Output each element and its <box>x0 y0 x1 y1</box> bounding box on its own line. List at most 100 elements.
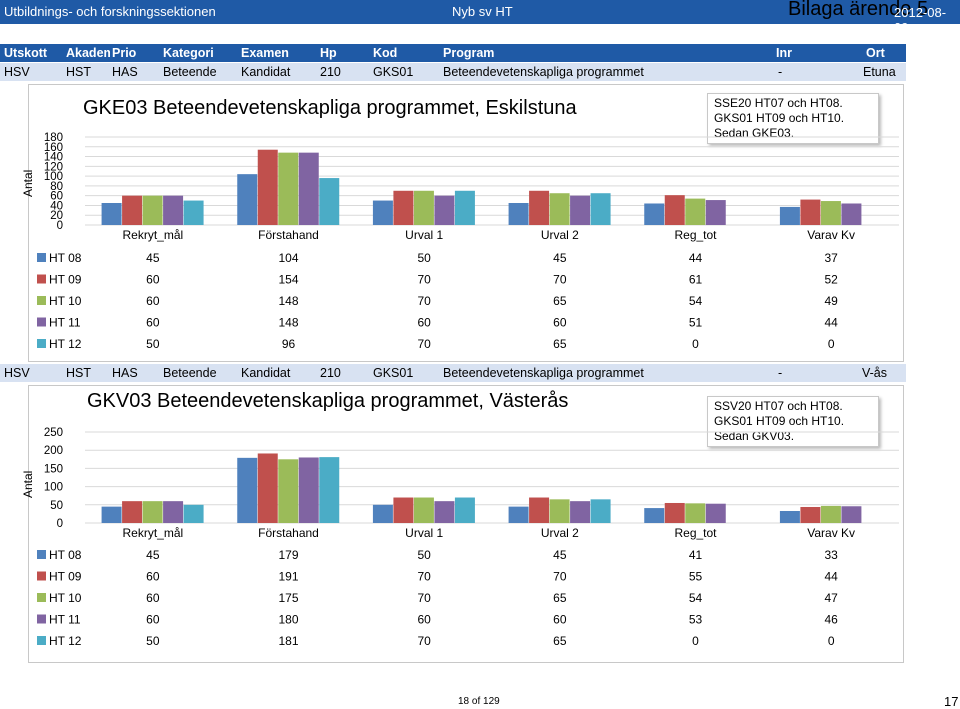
legend-label: HT 10 <box>49 294 82 308</box>
bar <box>101 506 122 523</box>
data-label: 70 <box>553 273 567 287</box>
bar <box>319 178 340 225</box>
data-label: 60 <box>146 613 160 627</box>
data-label: 0 <box>692 337 699 351</box>
data-label: 181 <box>278 634 298 648</box>
bar <box>278 459 299 523</box>
cell: HAS <box>112 366 138 380</box>
bar <box>529 497 550 523</box>
legend-label: HT 09 <box>49 273 82 287</box>
y-tick-label: 0 <box>57 220 63 232</box>
data-label: 50 <box>417 251 431 265</box>
legend-label: HT 11 <box>49 613 81 627</box>
bar <box>319 457 340 523</box>
page-number: 17 <box>944 694 959 709</box>
data-label: 70 <box>417 591 431 605</box>
bar <box>298 457 319 523</box>
data-label: 51 <box>689 316 703 330</box>
data-label: 61 <box>689 273 703 287</box>
data-label: 148 <box>278 294 298 308</box>
y-tick-label: 250 <box>44 427 63 439</box>
data-label: 60 <box>146 316 160 330</box>
cell: - <box>778 65 783 79</box>
x-tick-label: Reg_tot <box>674 526 717 540</box>
bar <box>705 503 726 523</box>
y-tick-label: 120 <box>44 161 63 173</box>
cell: V-ås <box>862 366 888 380</box>
col-examen: Examen <box>241 46 289 60</box>
bar <box>183 504 204 523</box>
bar <box>529 190 550 225</box>
cell: HST <box>66 65 91 79</box>
table-row: HSV HST HAS Beteende Kandidat 210 GKS01 … <box>0 364 906 382</box>
bar <box>454 190 475 225</box>
data-label: 46 <box>824 613 838 627</box>
data-label: 45 <box>553 251 567 265</box>
chart-note: SSV20 HT07 och HT08. GKS01 HT09 och HT10… <box>707 396 879 447</box>
col-hp: Hp <box>320 46 337 60</box>
bar <box>705 200 726 225</box>
cell: Kandidat <box>241 366 291 380</box>
bar <box>372 200 393 225</box>
data-label: 37 <box>824 251 838 265</box>
col-utskott: Utskott <box>4 46 48 60</box>
x-tick-label: Rekryt_mål <box>122 526 183 540</box>
data-label: 0 <box>692 634 699 648</box>
data-label: 45 <box>553 548 567 562</box>
y-tick-label: 100 <box>44 482 63 494</box>
bar <box>779 510 800 523</box>
legend-swatch <box>37 571 46 581</box>
data-label: 65 <box>553 337 567 351</box>
data-label: 60 <box>146 570 160 584</box>
data-label: 70 <box>417 273 431 287</box>
bar <box>142 501 163 523</box>
data-label: 65 <box>553 294 567 308</box>
data-label: 55 <box>689 570 703 584</box>
y-tick-label: 160 <box>44 142 63 154</box>
legend-label: HT 11 <box>49 316 81 330</box>
y-tick-label: 20 <box>50 210 63 222</box>
col-akademi: Akademi <box>66 46 110 60</box>
bar <box>570 501 591 523</box>
bar <box>820 505 841 523</box>
col-program: Program <box>443 46 495 60</box>
col-inr: Inr <box>776 46 792 60</box>
data-label: 70 <box>417 634 431 648</box>
data-label: 60 <box>417 316 431 330</box>
chart-title: GKE03 Beteendevetenskapliga programmet, … <box>83 97 577 119</box>
cell: Beteendevetenskapliga programmet <box>443 366 644 380</box>
bar <box>800 506 821 523</box>
y-tick-label: 60 <box>50 191 63 203</box>
bar <box>644 203 665 225</box>
data-label: 47 <box>824 591 838 605</box>
y-tick-label: 80 <box>50 181 63 193</box>
x-tick-label: Förstahand <box>258 526 319 540</box>
y-tick-label: 180 <box>44 132 63 144</box>
legend-swatch <box>37 317 46 327</box>
data-label: 0 <box>828 634 835 648</box>
bar <box>685 503 706 523</box>
data-label: 154 <box>278 273 298 287</box>
data-label: 70 <box>553 570 567 584</box>
legend-label: HT 12 <box>49 337 82 351</box>
x-tick-label: Urval 2 <box>541 526 579 540</box>
bar <box>549 193 570 225</box>
bar <box>122 501 143 523</box>
data-label: 104 <box>278 251 298 265</box>
cell: 210 <box>320 65 341 79</box>
legend-label: HT 08 <box>49 548 82 562</box>
cell: HSV <box>4 65 30 79</box>
bar <box>664 502 685 523</box>
bar <box>434 501 455 523</box>
bar <box>163 501 184 523</box>
cell: GKS01 <box>373 366 414 380</box>
y-tick-label: 50 <box>50 500 63 512</box>
y-tick-label: 200 <box>44 445 63 457</box>
cell: Beteende <box>163 65 217 79</box>
cell: HST <box>66 366 91 380</box>
data-label: 54 <box>689 294 703 308</box>
bar <box>393 190 414 225</box>
top-bar: Utbildnings- och forskningssektionen Nyb… <box>0 0 960 35</box>
bar <box>570 195 591 225</box>
bar <box>664 195 685 225</box>
